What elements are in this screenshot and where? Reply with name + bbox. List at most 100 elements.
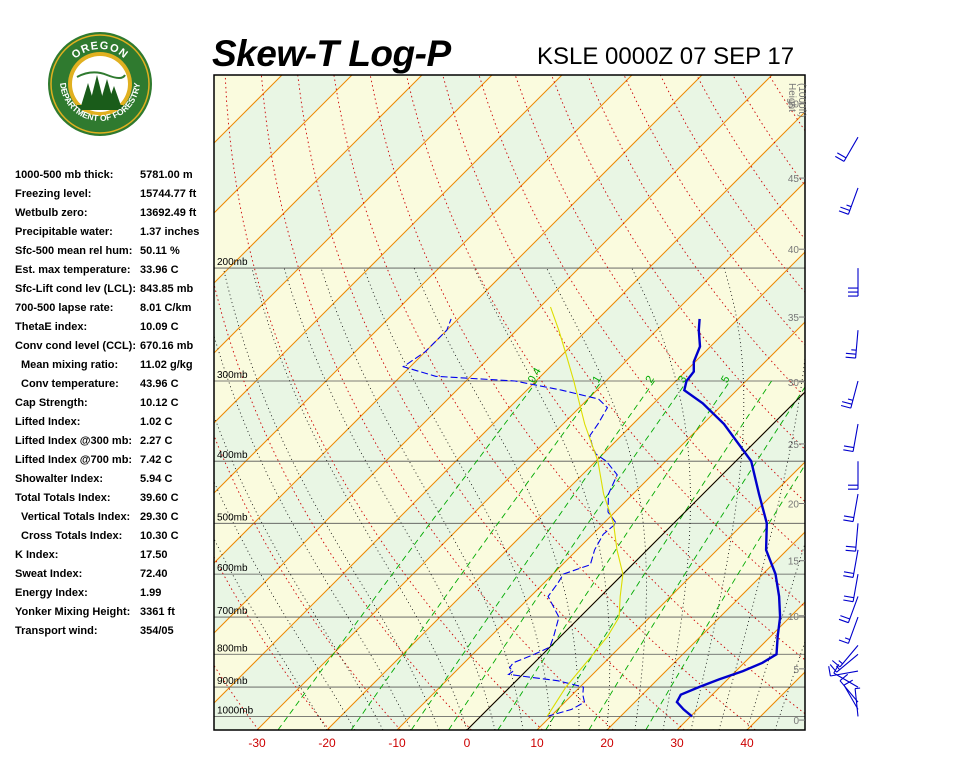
index-value: 13692.49 ft xyxy=(140,207,197,219)
index-row: Conv cond level (CCL): 670.16 mb xyxy=(15,340,215,359)
height-tick-label: 15 xyxy=(788,557,800,568)
index-row: Precipitable water: 1.37 inches xyxy=(15,226,215,245)
index-value: 7.42 C xyxy=(140,454,173,466)
wind-barb xyxy=(843,679,859,710)
pressure-label: 300mb xyxy=(217,370,248,381)
dry-adiabat xyxy=(224,75,543,730)
index-row: Lifted Index: 1.02 C xyxy=(15,416,215,435)
x-tick-label: 40 xyxy=(740,736,754,750)
mixing-ratio-label: 3 xyxy=(676,374,689,385)
dry-adiabat xyxy=(214,434,401,730)
index-row: Mean mixing ratio: 11.02 g/kg xyxy=(15,359,215,378)
index-value: 5781.00 m xyxy=(140,169,193,181)
height-tick-label: 10 xyxy=(788,612,800,623)
index-label: Est. max temperature: xyxy=(15,264,131,276)
tree-icon xyxy=(77,75,123,110)
wind-barb xyxy=(843,574,859,603)
isotherm-line xyxy=(214,75,493,354)
index-row: Freezing level: 15744.77 ft xyxy=(15,188,215,207)
pressure-label: 700mb xyxy=(217,606,248,617)
wind-barb xyxy=(828,666,859,677)
oregon-forestry-logo: OREGON DEPARTMENT OF FORESTRY xyxy=(48,32,152,136)
plot-area: 0.4 1 2 3 5 xyxy=(0,75,960,730)
index-row: 1000-500 mb thick: 5781.00 m xyxy=(15,169,215,188)
index-value: 1.02 C xyxy=(140,416,173,428)
isotherm-line xyxy=(214,75,703,564)
reference-line xyxy=(466,391,805,730)
index-label: Yonker Mixing Height: xyxy=(15,606,131,618)
pressure-label: 400mb xyxy=(217,450,248,461)
index-label: Sfc-500 mean rel hum: xyxy=(15,245,133,257)
index-label: Sfc-Lift cond lev (LCL): xyxy=(15,283,136,295)
wind-barb xyxy=(831,645,859,668)
temperature-band xyxy=(887,75,960,730)
index-row: Energy Index: 1.99 xyxy=(15,587,215,606)
chart-title: Skew-T Log-P xyxy=(212,33,451,74)
x-tick-label: -10 xyxy=(388,736,406,750)
isotherm-line xyxy=(396,321,805,730)
moist-adiabat xyxy=(413,267,580,730)
index-label: Conv cond level (CCL): xyxy=(15,340,137,352)
x-tick-label: 10 xyxy=(530,736,544,750)
plot-border xyxy=(213,74,806,731)
index-value: 670.16 mb xyxy=(140,340,194,352)
index-value: 1.99 xyxy=(140,587,162,599)
temperature-band xyxy=(0,75,212,730)
wind-barb xyxy=(848,461,859,490)
index-value: 29.30 C xyxy=(140,511,179,523)
index-row: Lifted Index @300 mb: 2.27 C xyxy=(15,435,215,454)
isotherm-line xyxy=(214,75,633,494)
height-tick-label: 25 xyxy=(788,440,800,451)
moist-adiabat xyxy=(320,267,524,730)
wind-barb xyxy=(838,596,859,624)
index-row: Sfc-Lift cond lev (LCL): 843.85 mb xyxy=(15,283,215,302)
mixing-ratio-line xyxy=(545,380,772,730)
isotherm-line xyxy=(0,75,72,730)
index-value: 10.09 C xyxy=(140,321,179,333)
mixing-ratio-label: 1 xyxy=(591,374,604,385)
index-label: Showalter Index: xyxy=(15,473,104,485)
index-label: Sweat Index: xyxy=(15,568,83,580)
mixing-ratio-line xyxy=(588,386,805,730)
index-label: 1000-500 mb thick: xyxy=(15,169,114,181)
height-tick-label: 35 xyxy=(788,313,800,324)
index-label: Cap Strength: xyxy=(15,397,88,409)
moist-adiabat xyxy=(214,415,384,730)
height-tick-label: 40 xyxy=(788,245,800,256)
height-tick-label: 5 xyxy=(793,665,799,676)
height-tick-label: 20 xyxy=(788,499,800,510)
wind-barb xyxy=(840,380,859,409)
index-row: Sweat Index: 72.40 xyxy=(15,568,215,587)
dry-adiabat xyxy=(842,75,960,730)
wind-barb xyxy=(838,616,859,644)
wind-barb xyxy=(839,673,859,703)
index-row: Conv temperature: 43.96 C xyxy=(15,378,215,397)
index-row: Wetbulb zero: 13692.49 ft xyxy=(15,207,215,226)
index-label: Lifted Index @700 mb: xyxy=(15,454,133,466)
isotherm-line xyxy=(887,75,960,730)
dry-adiabat xyxy=(914,75,960,730)
wind-barb xyxy=(835,136,859,162)
isotherm-line xyxy=(256,181,805,730)
height-tick-label: 45 xyxy=(788,174,800,185)
index-value: 33.96 C xyxy=(140,264,179,276)
pressure-label: 500mb xyxy=(217,512,248,523)
index-value: 15744.77 ft xyxy=(140,188,197,200)
index-value: 5.94 C xyxy=(140,473,173,485)
index-value: 39.60 C xyxy=(140,492,179,504)
index-value: 17.50 xyxy=(140,549,168,561)
index-row: Sfc-500 mean rel hum: 50.11 % xyxy=(15,245,215,264)
index-label: Precipitable water: xyxy=(15,226,113,238)
dry-adiabat xyxy=(214,282,472,730)
mixing-ratio-line xyxy=(448,380,688,730)
index-row: Vertical Totals Index: 29.30 C xyxy=(15,511,215,530)
pressure-label: 1000mb xyxy=(217,705,254,716)
dry-adiabat xyxy=(297,75,685,730)
index-label: Vertical Totals Index: xyxy=(21,511,131,523)
index-label: Total Totals Index: xyxy=(15,492,111,504)
index-value: 2.27 C xyxy=(140,435,173,447)
index-value: 10.30 C xyxy=(140,530,179,542)
index-label: Lifted Index: xyxy=(15,416,81,428)
dry-adiabat xyxy=(878,75,960,730)
mixing-ratio-line xyxy=(410,380,655,730)
